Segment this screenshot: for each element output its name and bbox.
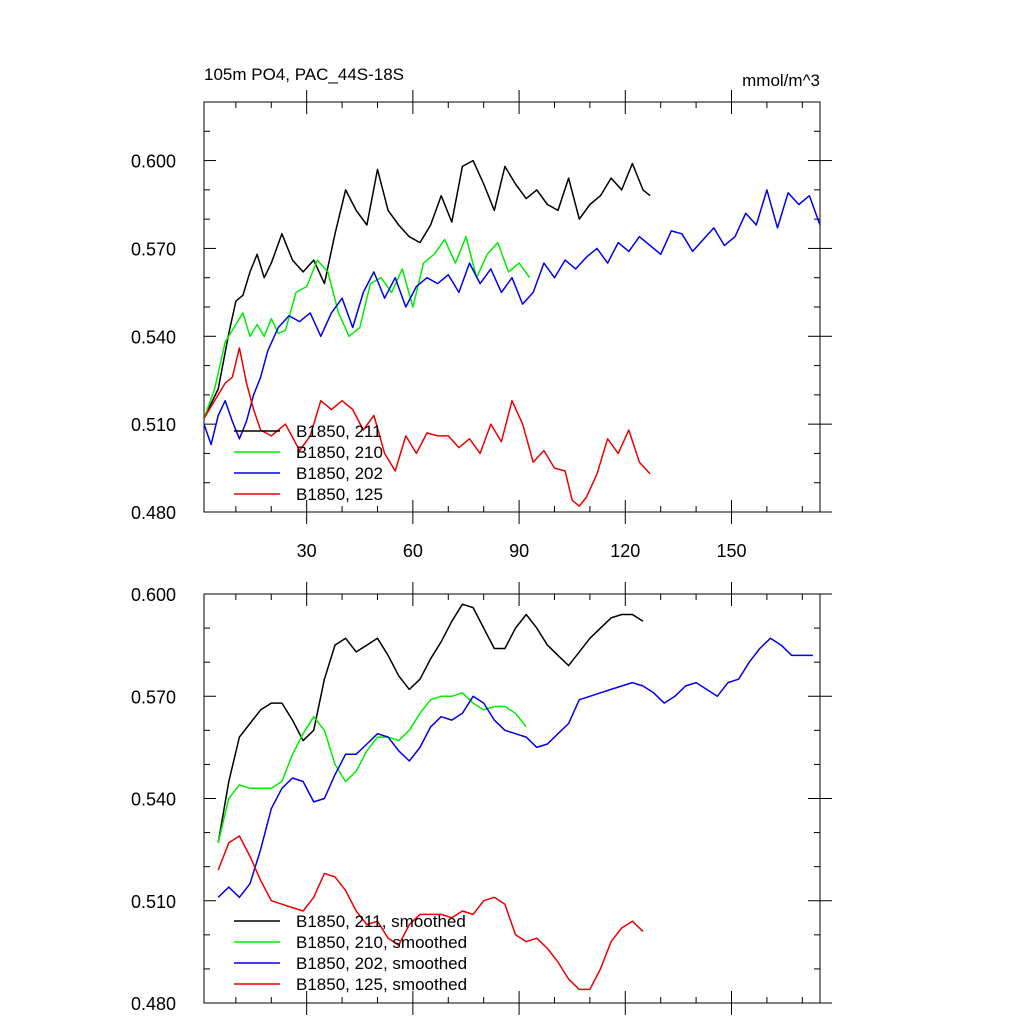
y-tick-label: 0.600 (131, 585, 176, 605)
y-tick-label: 0.540 (131, 790, 176, 810)
y-tick-label: 0.570 (131, 687, 176, 707)
legend: B1850, 211 B1850, 210 B1850, 202 B1850, 125 (234, 422, 383, 504)
legend-label: B1850, 210 (296, 443, 383, 462)
legend-label: B1850, 125 (296, 485, 383, 504)
series-group (217, 603, 813, 991)
y-tick-label: 0.540 (131, 327, 176, 347)
series-line (217, 637, 813, 899)
legend-label: B1850, 202 (296, 464, 383, 483)
series-line (204, 159, 651, 419)
series-line (217, 692, 527, 843)
series-line (204, 347, 651, 507)
series-line (217, 603, 644, 843)
legend-label: B1850, 210, smoothed (296, 933, 467, 952)
x-tick-label: 30 (297, 541, 317, 561)
series-line (217, 835, 644, 991)
series-line (204, 189, 820, 446)
legend-label: B1850, 125, smoothed (296, 975, 467, 994)
series-group (204, 159, 820, 507)
chart-units: mmol/m^3 (742, 71, 820, 90)
top-panel: 105m PO4, PAC_44S-18S mmol/m^3 0.480 0.51… (131, 65, 832, 561)
x-tick-label: 90 (509, 541, 529, 561)
y-tick-label: 0.510 (131, 415, 176, 435)
legend-label: B1850, 211, smoothed (296, 912, 466, 931)
y-tick-label: 0.600 (131, 152, 176, 172)
bottom-panel: 0.480 0.510 0.540 0.570 0.600 B1850, 211, smo… (131, 582, 832, 1015)
y-tick-label: 0.510 (131, 892, 176, 912)
chart-title: 105m PO4, PAC_44S-18S (204, 65, 404, 84)
y-tick-label: 0.480 (131, 994, 176, 1014)
y-tick-label: 0.570 (131, 239, 176, 259)
series-line (204, 235, 531, 419)
x-tick-label: 150 (716, 541, 746, 561)
x-tick-label: 120 (610, 541, 640, 561)
legend: B1850, 211, smoothed B1850, 210, smoothed… (234, 912, 467, 994)
legend-label: B1850, 202, smoothed (296, 954, 467, 973)
legend-label: B1850, 211 (296, 422, 382, 441)
y-tick-label: 0.480 (131, 503, 176, 523)
x-tick-label: 60 (403, 541, 423, 561)
